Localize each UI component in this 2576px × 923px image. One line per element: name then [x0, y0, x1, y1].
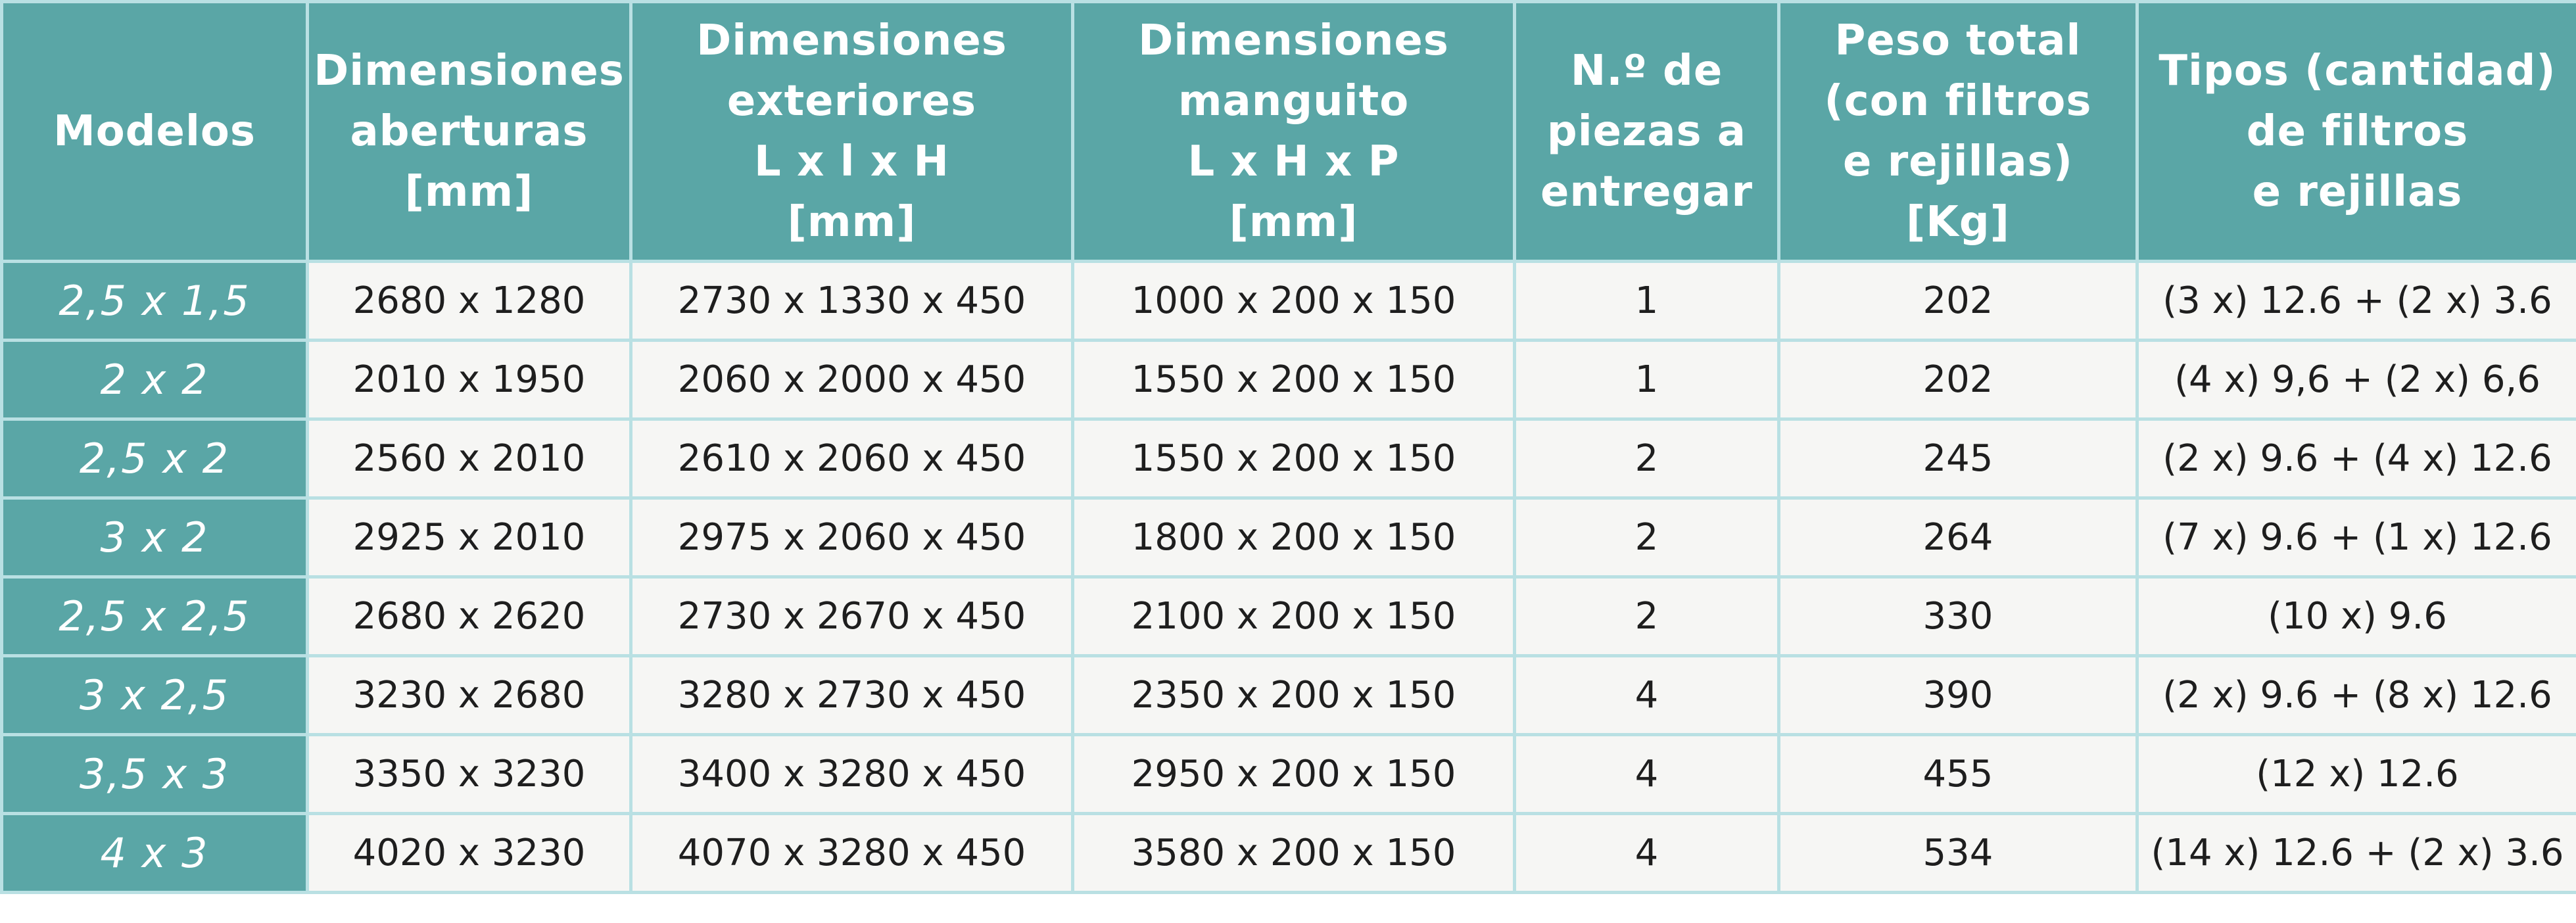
header-line: exteriores — [727, 77, 977, 126]
table-row: 3,5 x 3 3350 x 3230 3400 x 3280 x 450 29… — [0, 733, 2576, 815]
header-line: Dimensiones — [314, 47, 625, 95]
manguito-cell: 3580 x 200 x 150 — [1071, 812, 1516, 894]
header-numero-piezas: N.º de piezas a entregar — [1513, 0, 1780, 263]
piezas-cell: 4 — [1513, 654, 1780, 736]
piezas-cell: 4 — [1513, 733, 1780, 815]
model-cell: 2 x 2 — [0, 339, 309, 421]
piezas-cell: 1 — [1513, 260, 1780, 342]
header-line: Peso total — [1834, 16, 2082, 65]
header-line: L x H x P — [1187, 137, 1400, 186]
exteriores-cell: 2610 x 2060 x 450 — [629, 417, 1074, 500]
manguito-cell: 2950 x 200 x 150 — [1071, 733, 1516, 815]
manguito-cell: 1800 x 200 x 150 — [1071, 496, 1516, 579]
header-line: e rejillas) — [1843, 137, 2073, 186]
header-row: Modelos Dimensiones aberturas [mm] Dimen… — [0, 0, 2576, 263]
model-cell: 4 x 3 — [0, 812, 309, 894]
model-cell: 2,5 x 1,5 — [0, 260, 309, 342]
header-line: [mm] — [787, 198, 917, 247]
peso-cell: 202 — [1777, 339, 2139, 421]
piezas-cell: 2 — [1513, 496, 1780, 579]
exteriores-cell: 2730 x 1330 x 450 — [629, 260, 1074, 342]
aberturas-cell: 2680 x 1280 — [306, 260, 632, 342]
peso-cell: 390 — [1777, 654, 2139, 736]
header-line: e rejillas — [2252, 168, 2463, 216]
header-line: Modelos — [53, 107, 256, 156]
header-line: piezas a — [1546, 107, 1747, 156]
manguito-cell: 1550 x 200 x 150 — [1071, 417, 1516, 500]
peso-cell: 245 — [1777, 417, 2139, 500]
model-cell: 2,5 x 2 — [0, 417, 309, 500]
model-cell: 3,5 x 3 — [0, 733, 309, 815]
aberturas-cell: 2680 x 2620 — [306, 575, 632, 657]
model-cell: 3 x 2 — [0, 496, 309, 579]
filtros-cell: (2 x) 9.6 + (4 x) 12.6 — [2135, 417, 2576, 500]
peso-cell: 534 — [1777, 812, 2139, 894]
header-dimensiones-manguito: Dimensiones manguito L x H x P [mm] — [1071, 0, 1516, 263]
peso-cell: 330 — [1777, 575, 2139, 657]
model-cell: 3 x 2,5 — [0, 654, 309, 736]
peso-cell: 264 — [1777, 496, 2139, 579]
piezas-cell: 2 — [1513, 417, 1780, 500]
header-modelos: Modelos — [0, 0, 309, 263]
table-row: 2,5 x 1,5 2680 x 1280 2730 x 1330 x 450 … — [0, 260, 2576, 342]
header-line: manguito — [1178, 77, 1410, 126]
header-line: [mm] — [1229, 198, 1358, 247]
header-line: Tipos (cantidad) — [2159, 47, 2556, 95]
table-row: 4 x 3 4020 x 3230 4070 x 3280 x 450 3580… — [0, 812, 2576, 894]
aberturas-cell: 3230 x 2680 — [306, 654, 632, 736]
model-cell: 2,5 x 2,5 — [0, 575, 309, 657]
peso-cell: 202 — [1777, 260, 2139, 342]
header-dimensiones-exteriores: Dimensiones exteriores L x l x H [mm] — [629, 0, 1074, 263]
table-row: 2,5 x 2 2560 x 2010 2610 x 2060 x 450 15… — [0, 417, 2576, 500]
filtros-cell: (7 x) 9.6 + (1 x) 12.6 — [2135, 496, 2576, 579]
header-line: Dimensiones — [1138, 16, 1449, 65]
filtros-cell: (10 x) 9.6 — [2135, 575, 2576, 657]
header-dimensiones-aberturas: Dimensiones aberturas [mm] — [306, 0, 632, 263]
exteriores-cell: 2060 x 2000 x 450 — [629, 339, 1074, 421]
header-line: L x l x H — [754, 137, 949, 186]
filtros-cell: (2 x) 9.6 + (8 x) 12.6 — [2135, 654, 2576, 736]
header-line: entregar — [1540, 168, 1753, 216]
header-line: [mm] — [404, 168, 534, 216]
exteriores-cell: 3280 x 2730 x 450 — [629, 654, 1074, 736]
peso-cell: 455 — [1777, 733, 2139, 815]
header-line: de filtros — [2246, 107, 2469, 156]
specs-table: Modelos Dimensiones aberturas [mm] Dimen… — [0, 0, 2576, 894]
aberturas-cell: 2010 x 1950 — [306, 339, 632, 421]
filtros-cell: (4 x) 9,6 + (2 x) 6,6 — [2135, 339, 2576, 421]
aberturas-cell: 3350 x 3230 — [306, 733, 632, 815]
header-peso-total: Peso total (con filtros e rejillas) [Kg] — [1777, 0, 2139, 263]
piezas-cell: 1 — [1513, 339, 1780, 421]
exteriores-cell: 4070 x 3280 x 450 — [629, 812, 1074, 894]
piezas-cell: 2 — [1513, 575, 1780, 657]
manguito-cell: 1000 x 200 x 150 — [1071, 260, 1516, 342]
header-line: [Kg] — [1906, 198, 2010, 247]
table-row: 3 x 2 2925 x 2010 2975 x 2060 x 450 1800… — [0, 496, 2576, 579]
table-row: 2 x 2 2010 x 1950 2060 x 2000 x 450 1550… — [0, 339, 2576, 421]
filtros-cell: (14 x) 12.6 + (2 x) 3.6 — [2135, 812, 2576, 894]
header-line: aberturas — [350, 107, 588, 156]
header-line: (con filtros — [1824, 77, 2092, 126]
manguito-cell: 2100 x 200 x 150 — [1071, 575, 1516, 657]
header-line: Dimensiones — [696, 16, 1007, 65]
header-line: N.º de — [1570, 47, 1723, 95]
aberturas-cell: 2560 x 2010 — [306, 417, 632, 500]
manguito-cell: 1550 x 200 x 150 — [1071, 339, 1516, 421]
header-tipos-filtros: Tipos (cantidad) de filtros e rejillas — [2135, 0, 2576, 263]
table-row: 3 x 2,5 3230 x 2680 3280 x 2730 x 450 23… — [0, 654, 2576, 736]
exteriores-cell: 3400 x 3280 x 450 — [629, 733, 1074, 815]
piezas-cell: 4 — [1513, 812, 1780, 894]
aberturas-cell: 2925 x 2010 — [306, 496, 632, 579]
filtros-cell: (3 x) 12.6 + (2 x) 3.6 — [2135, 260, 2576, 342]
filtros-cell: (12 x) 12.6 — [2135, 733, 2576, 815]
table-row: 2,5 x 2,5 2680 x 2620 2730 x 2670 x 450 … — [0, 575, 2576, 657]
exteriores-cell: 2730 x 2670 x 450 — [629, 575, 1074, 657]
aberturas-cell: 4020 x 3230 — [306, 812, 632, 894]
manguito-cell: 2350 x 200 x 150 — [1071, 654, 1516, 736]
exteriores-cell: 2975 x 2060 x 450 — [629, 496, 1074, 579]
